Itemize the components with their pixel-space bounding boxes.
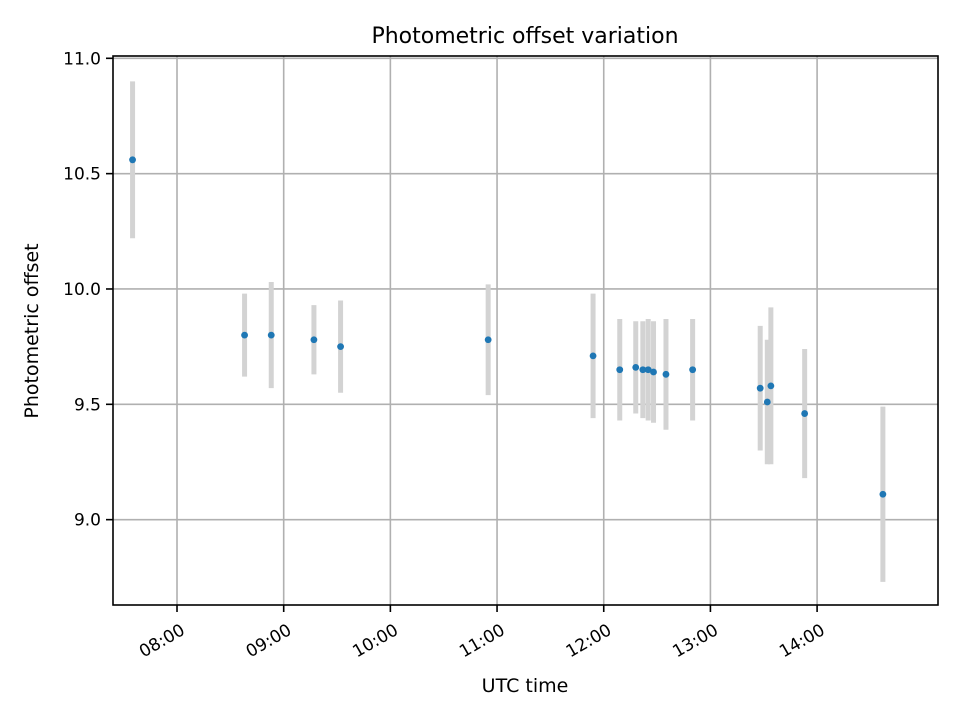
x-tick-label: 09:00 bbox=[243, 620, 295, 662]
data-point bbox=[650, 368, 657, 376]
error-bar-layer bbox=[130, 81, 886, 582]
y-tick-label: 9.0 bbox=[74, 511, 101, 531]
x-axis-label: UTC time bbox=[482, 675, 569, 697]
y-tick-label: 11.0 bbox=[63, 49, 101, 69]
data-point bbox=[763, 398, 771, 406]
x-tick-label: 11:00 bbox=[456, 620, 508, 662]
data-point-layer bbox=[129, 156, 887, 498]
data-point bbox=[589, 352, 597, 360]
data-point bbox=[267, 331, 275, 339]
data-point bbox=[879, 490, 887, 498]
y-tick-label: 10.0 bbox=[63, 280, 101, 300]
data-point bbox=[689, 366, 697, 374]
data-point bbox=[756, 384, 764, 392]
data-point bbox=[129, 156, 136, 164]
y-tick-label: 9.5 bbox=[74, 395, 101, 415]
data-point bbox=[616, 366, 624, 374]
data-point bbox=[241, 331, 248, 339]
data-point bbox=[644, 366, 652, 374]
data-point bbox=[801, 410, 809, 417]
data-point bbox=[310, 336, 318, 344]
data-point bbox=[767, 382, 775, 390]
data-point bbox=[632, 364, 640, 371]
x-tick-label: 08:00 bbox=[136, 620, 188, 662]
x-tick-label: 10:00 bbox=[349, 620, 401, 662]
y-axis-label: Photometric offset bbox=[21, 243, 43, 418]
x-tick-label: 13:00 bbox=[669, 620, 721, 662]
plot-frame bbox=[112, 55, 939, 606]
data-point bbox=[662, 370, 670, 378]
axis-layer: 08:00 09:00 10:00 11:00 12:00 13:00 14:00 9.0 9.… bbox=[63, 49, 828, 662]
chart-title: Photometric offset variation bbox=[371, 24, 678, 49]
data-point bbox=[484, 336, 492, 344]
grid-layer bbox=[113, 56, 938, 605]
data-point bbox=[337, 343, 344, 351]
x-tick-label: 14:00 bbox=[776, 620, 828, 662]
x-tick-label: 12:00 bbox=[563, 620, 615, 662]
data-point bbox=[639, 366, 647, 374]
y-tick-label: 10.5 bbox=[63, 165, 101, 185]
